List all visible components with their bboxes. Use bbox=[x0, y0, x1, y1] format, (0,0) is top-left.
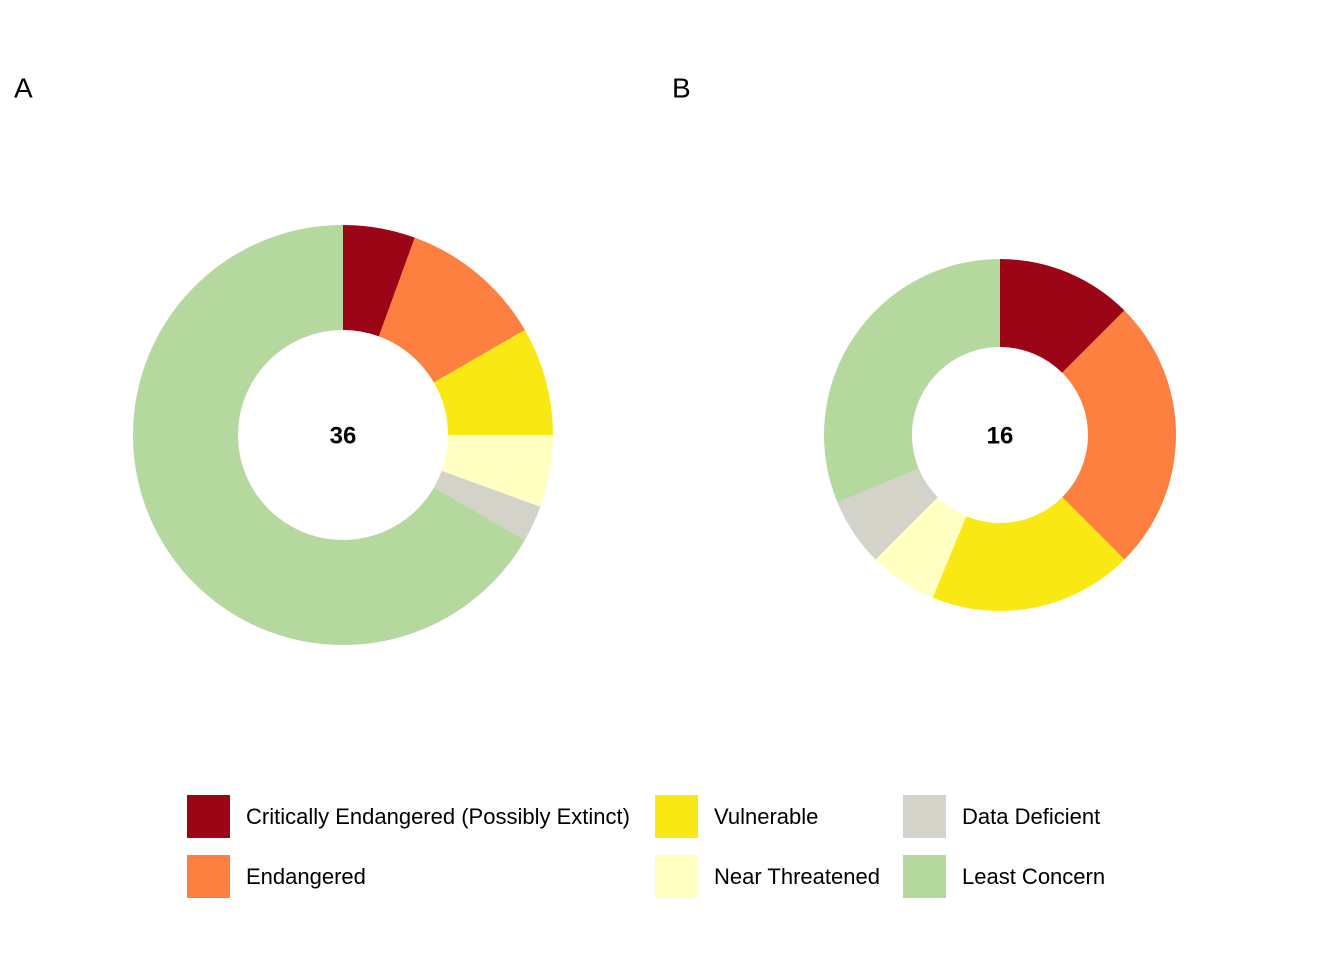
donut-segment bbox=[433, 330, 553, 435]
legend-swatch bbox=[187, 795, 230, 838]
center-total: 16 bbox=[987, 422, 1014, 449]
donut-segment bbox=[1062, 310, 1176, 560]
donut-segment bbox=[932, 497, 1125, 611]
legend-label: Data Deficient bbox=[962, 804, 1100, 829]
panel-title: B bbox=[672, 72, 691, 103]
legend-label: Least Concern bbox=[962, 864, 1105, 889]
center-total: 36 bbox=[330, 422, 357, 449]
donut-segment bbox=[875, 497, 967, 598]
donut-segment bbox=[441, 435, 553, 507]
legend-label: Vulnerable bbox=[714, 804, 818, 829]
legend-swatch bbox=[655, 795, 698, 838]
panel-title: A bbox=[14, 72, 33, 103]
donut-segment bbox=[378, 237, 525, 383]
donut-segment bbox=[433, 470, 541, 540]
donut-segment bbox=[1000, 259, 1125, 373]
legend-swatch bbox=[903, 855, 946, 898]
legend-swatch bbox=[187, 855, 230, 898]
legend-swatch bbox=[903, 795, 946, 838]
donut-segment bbox=[824, 259, 1000, 503]
legend-label: Critically Endangered (Possibly Extinct) bbox=[246, 804, 630, 829]
donut-segment bbox=[837, 468, 938, 560]
donut-segment bbox=[343, 225, 415, 337]
legend-label: Near Threatened bbox=[714, 864, 880, 889]
legend-label: Endangered bbox=[246, 864, 366, 889]
donut-segment bbox=[133, 225, 525, 645]
legend-swatch bbox=[655, 855, 698, 898]
